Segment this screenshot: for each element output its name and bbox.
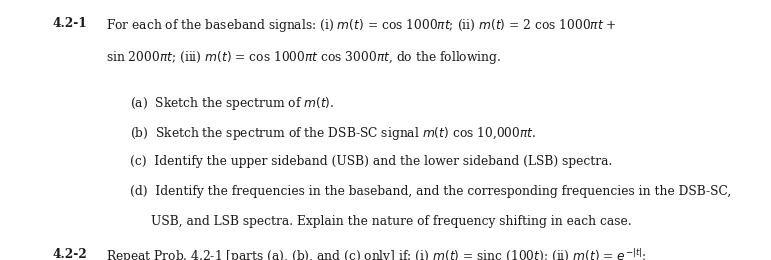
Text: (b)  Sketch the spectrum of the DSB-SC signal $m(t)$ cos 10,000$\pi t$.: (b) Sketch the spectrum of the DSB-SC si… bbox=[130, 125, 536, 142]
Text: USB, and LSB spectra. Explain the nature of frequency shifting in each case.: USB, and LSB spectra. Explain the nature… bbox=[151, 215, 631, 228]
Text: (a)  Sketch the spectrum of $m(t)$.: (a) Sketch the spectrum of $m(t)$. bbox=[130, 95, 334, 112]
Text: (d)  Identify the frequencies in the baseband, and the corresponding frequencies: (d) Identify the frequencies in the base… bbox=[130, 185, 731, 198]
Text: sin 2000$\pi t$; (iii) $m(t)$ = cos 1000$\pi t$ cos 3000$\pi t$, do the followin: sin 2000$\pi t$; (iii) $m(t)$ = cos 1000… bbox=[106, 49, 502, 66]
Text: Repeat Prob. 4.2-1 [parts (a), (b), and (c) only] if: (i) $m(t)$ = sinc (100$t$): Repeat Prob. 4.2-1 [parts (a), (b), and … bbox=[106, 248, 647, 260]
Text: (c)  Identify the upper sideband (USB) and the lower sideband (LSB) spectra.: (c) Identify the upper sideband (USB) an… bbox=[130, 155, 612, 168]
Text: 4.2-1: 4.2-1 bbox=[52, 17, 87, 30]
Text: For each of the baseband signals: (i) $m(t)$ = cos 1000$\pi t$; (ii) $m(t)$ = 2 : For each of the baseband signals: (i) $m… bbox=[106, 17, 618, 34]
Text: 4.2-2: 4.2-2 bbox=[52, 248, 87, 260]
